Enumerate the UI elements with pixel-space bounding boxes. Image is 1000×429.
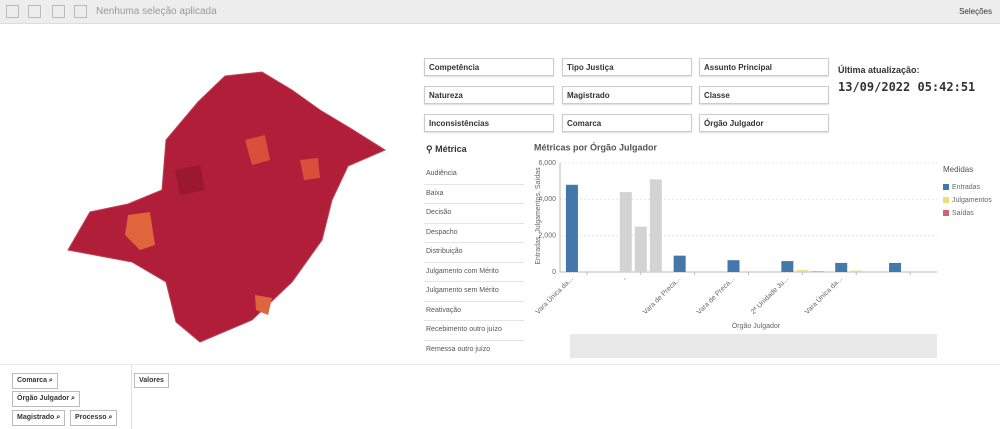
x-tick-label: 2ª Unidade Ju... xyxy=(750,276,790,316)
button-label: Processo xyxy=(75,414,107,421)
tool-icon[interactable] xyxy=(28,5,41,18)
selections-button[interactable]: Seleções xyxy=(959,7,992,16)
filter-box[interactable]: Classe xyxy=(699,86,829,104)
update-label: Última atualização: xyxy=(838,65,920,75)
metric-item[interactable]: Despacho xyxy=(424,224,524,243)
metric-item[interactable]: Remessa outro juízo xyxy=(424,341,524,358)
y-tick-label: 6,000 xyxy=(538,160,556,167)
selection-status: Nenhuma seleção aplicada xyxy=(96,6,217,17)
y-tick-label: 0 xyxy=(552,269,556,276)
filter-box[interactable]: Assunto Principal xyxy=(699,58,829,76)
legend-title: Medidas xyxy=(943,165,973,174)
bar[interactable] xyxy=(850,270,863,272)
bar[interactable] xyxy=(649,179,662,272)
filter-box[interactable]: Magistrado xyxy=(562,86,692,104)
y-axis-label: Entradas, Julgamentos, Saídas xyxy=(535,167,542,265)
tool-icon[interactable] xyxy=(74,5,87,18)
map-highlight xyxy=(245,135,270,165)
tool-icon[interactable] xyxy=(52,5,65,18)
bar[interactable] xyxy=(835,262,848,272)
map-highlight xyxy=(300,158,320,180)
bar[interactable] xyxy=(811,271,824,272)
field-button[interactable]: Comarca ⌕ xyxy=(12,373,58,389)
search-label: Métrica xyxy=(435,144,467,154)
field-button[interactable]: Órgão Julgador ⌕ xyxy=(12,391,80,407)
metric-item[interactable]: Baixa xyxy=(424,185,524,204)
filter-box[interactable]: Competência xyxy=(424,58,554,76)
legend-swatch xyxy=(943,184,949,190)
legend-swatch xyxy=(943,197,949,203)
filter-box[interactable]: Tipo Justiça xyxy=(562,58,692,76)
legend-label: Entradas xyxy=(952,184,981,191)
map-highlight xyxy=(255,295,272,315)
filter-box[interactable]: Comarca xyxy=(562,114,692,132)
bar[interactable] xyxy=(781,261,794,272)
last-update: Última atualização: 13/09/2022 05:42:51 xyxy=(838,60,988,96)
bar[interactable] xyxy=(889,262,902,272)
metric-item[interactable]: Reativação xyxy=(424,302,524,321)
divider xyxy=(131,365,132,429)
button-label: Órgão Julgador xyxy=(17,395,70,402)
search-icon: ⌕ xyxy=(54,414,61,421)
search-icon: ⌕ xyxy=(69,395,75,402)
bar[interactable] xyxy=(727,260,740,272)
metric-search[interactable]: ⚲ Métrica xyxy=(426,144,467,154)
y-tick-label: 4,000 xyxy=(538,196,556,203)
metric-item[interactable]: Audiência xyxy=(424,165,524,185)
scroll-preview[interactable] xyxy=(570,334,937,358)
button-label: Magistrado xyxy=(17,414,55,421)
field-button[interactable]: Magistrado ⌕ xyxy=(12,410,66,426)
x-tick-label: Vara de Preca... xyxy=(642,276,682,316)
bottom-panel: Comarca ⌕ Órgão Julgador ⌕ Magistrado ⌕ Pro… xyxy=(0,364,1000,429)
legend-label: Saídas xyxy=(952,210,974,217)
chart: Métricas por Órgão Julgador Entradas, Ju… xyxy=(533,141,992,358)
field-button[interactable]: Processo ⌕ xyxy=(70,410,118,426)
update-value: 13/09/2022 05:42:51 xyxy=(838,80,976,94)
metric-item[interactable]: Recebimento outro juízo xyxy=(424,321,524,341)
map-highlight xyxy=(125,212,155,250)
bar[interactable] xyxy=(565,184,578,272)
chart-title: Métricas por Órgão Julgador xyxy=(534,141,658,152)
metric-item[interactable]: Distribuição xyxy=(424,243,524,263)
x-tick-label: Vara Única da... xyxy=(802,274,844,316)
metric-item[interactable]: Decisão xyxy=(424,204,524,224)
metric-item[interactable]: Julgamento sem Mérito xyxy=(424,282,524,302)
legend-swatch xyxy=(943,210,949,216)
tool-icon[interactable] xyxy=(6,5,19,18)
x-tick-label: - xyxy=(622,275,629,282)
bar[interactable] xyxy=(634,226,647,272)
x-tick-label: Vara de Preca... xyxy=(696,276,736,316)
legend-label: Julgamentos xyxy=(952,197,992,204)
y-tick-label: 2,000 xyxy=(538,233,556,240)
search-icon: ⌕ xyxy=(106,414,113,421)
bar[interactable] xyxy=(619,192,632,272)
filter-box[interactable]: Natureza xyxy=(424,86,554,104)
button-label: Comarca xyxy=(17,377,47,384)
values-button[interactable]: Valores xyxy=(134,373,169,388)
x-axis-label: Órgão Julgador xyxy=(732,321,781,330)
map-highlight xyxy=(175,165,205,195)
filter-box[interactable]: Inconsistências xyxy=(424,114,554,132)
bar[interactable] xyxy=(796,270,809,272)
map-region[interactable] xyxy=(67,71,387,343)
toolbar: Nenhuma seleção aplicada Seleções xyxy=(0,0,1000,24)
bar[interactable] xyxy=(673,255,686,272)
filter-box[interactable]: Órgão Julgador xyxy=(699,114,829,132)
metric-list: ⚲ Métrica Audiência Baixa Decisão Despacho D… xyxy=(424,140,524,357)
map xyxy=(67,71,387,343)
x-tick-label: Vara Única da... xyxy=(533,274,575,316)
search-icon: ⌕ xyxy=(46,377,53,384)
metric-item[interactable]: Julgamento com Mérito xyxy=(424,263,524,282)
